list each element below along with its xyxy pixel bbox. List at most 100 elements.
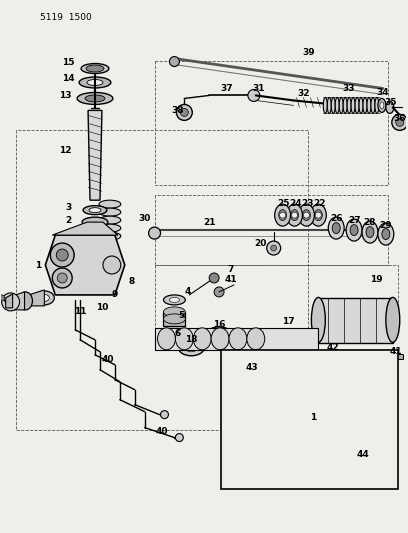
Circle shape — [392, 115, 408, 131]
Ellipse shape — [378, 99, 386, 112]
Ellipse shape — [211, 328, 229, 350]
Text: 22: 22 — [313, 199, 326, 208]
Bar — [395, 354, 403, 359]
Circle shape — [304, 212, 309, 218]
Circle shape — [267, 241, 281, 255]
Text: 36: 36 — [393, 114, 406, 123]
Circle shape — [50, 243, 74, 267]
Circle shape — [315, 212, 322, 218]
Text: 26: 26 — [330, 214, 342, 223]
Text: 35: 35 — [385, 98, 397, 107]
Circle shape — [176, 104, 192, 120]
Circle shape — [209, 273, 219, 283]
Ellipse shape — [164, 314, 185, 324]
Ellipse shape — [386, 101, 394, 114]
Ellipse shape — [347, 98, 351, 114]
Ellipse shape — [211, 332, 227, 344]
Text: 12: 12 — [59, 146, 71, 155]
Circle shape — [214, 287, 224, 297]
Polygon shape — [26, 290, 44, 306]
Text: 31: 31 — [253, 84, 265, 93]
Text: 42: 42 — [327, 343, 339, 352]
Circle shape — [384, 368, 394, 378]
Circle shape — [57, 273, 67, 283]
Circle shape — [0, 295, 4, 301]
Ellipse shape — [331, 98, 335, 114]
Text: 10: 10 — [96, 303, 108, 312]
Circle shape — [160, 410, 169, 418]
Ellipse shape — [164, 307, 185, 317]
Text: 14: 14 — [62, 74, 75, 83]
Ellipse shape — [185, 344, 197, 352]
Text: 27: 27 — [348, 216, 360, 224]
Circle shape — [180, 108, 188, 116]
Ellipse shape — [228, 377, 244, 422]
Text: 3: 3 — [65, 203, 71, 212]
Ellipse shape — [169, 297, 180, 302]
Ellipse shape — [79, 77, 111, 88]
Ellipse shape — [375, 98, 379, 114]
Ellipse shape — [302, 209, 310, 221]
Text: 29: 29 — [379, 221, 392, 230]
Text: 43: 43 — [246, 363, 258, 372]
Text: 17: 17 — [282, 317, 295, 326]
Ellipse shape — [362, 221, 378, 243]
Circle shape — [319, 443, 327, 451]
Text: 6: 6 — [174, 329, 180, 338]
Ellipse shape — [86, 65, 104, 72]
Circle shape — [279, 339, 297, 357]
Text: 34: 34 — [377, 88, 389, 97]
Ellipse shape — [81, 63, 109, 74]
Bar — [164, 328, 184, 344]
Ellipse shape — [89, 208, 101, 213]
Circle shape — [292, 212, 297, 218]
Ellipse shape — [157, 328, 175, 350]
Text: 15: 15 — [62, 58, 74, 67]
Ellipse shape — [351, 98, 355, 114]
Text: 18: 18 — [185, 335, 197, 344]
Text: 7: 7 — [228, 265, 234, 274]
Ellipse shape — [99, 216, 121, 224]
Text: 40: 40 — [155, 427, 168, 436]
Text: 5: 5 — [178, 311, 184, 320]
Ellipse shape — [229, 328, 247, 350]
Ellipse shape — [275, 204, 290, 226]
Ellipse shape — [382, 229, 390, 239]
Circle shape — [52, 268, 72, 288]
Ellipse shape — [290, 209, 299, 221]
Bar — [236, 378, 306, 423]
Ellipse shape — [99, 200, 121, 208]
Circle shape — [149, 227, 160, 239]
Ellipse shape — [328, 217, 344, 239]
Ellipse shape — [279, 209, 286, 221]
Ellipse shape — [178, 340, 204, 356]
Ellipse shape — [99, 224, 121, 232]
Ellipse shape — [247, 328, 265, 350]
Circle shape — [396, 118, 404, 126]
Text: 38: 38 — [171, 106, 184, 115]
Ellipse shape — [359, 98, 363, 114]
Ellipse shape — [83, 206, 107, 215]
Ellipse shape — [380, 102, 384, 109]
Circle shape — [2, 293, 20, 311]
Ellipse shape — [311, 297, 325, 342]
Ellipse shape — [82, 217, 108, 227]
Text: 23: 23 — [301, 199, 314, 208]
Ellipse shape — [99, 232, 121, 240]
Text: 37: 37 — [221, 84, 233, 93]
Text: 33: 33 — [342, 84, 355, 93]
Ellipse shape — [346, 219, 362, 241]
Text: 1: 1 — [35, 261, 42, 270]
Ellipse shape — [297, 377, 313, 422]
Text: 1: 1 — [310, 413, 317, 422]
Circle shape — [56, 249, 68, 261]
Ellipse shape — [40, 294, 49, 301]
Text: 28: 28 — [364, 217, 376, 227]
Text: 4: 4 — [184, 287, 191, 296]
Ellipse shape — [18, 292, 33, 310]
Ellipse shape — [164, 295, 185, 305]
Text: 5119  1500: 5119 1500 — [40, 13, 92, 22]
Text: 20: 20 — [255, 239, 267, 247]
Text: 13: 13 — [59, 91, 71, 100]
Text: 25: 25 — [277, 199, 290, 208]
